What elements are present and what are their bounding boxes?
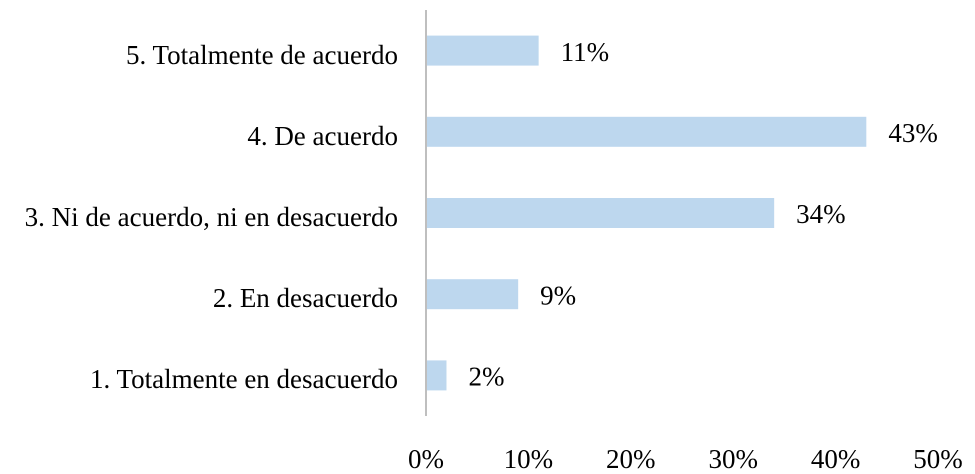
x-tick-label: 0%	[408, 444, 444, 474]
y-tick-label: 5. Totalmente de acuerdo	[125, 39, 398, 70]
y-tick-label: 1. Totalmente en desacuerdo	[90, 364, 398, 395]
y-tick-label: 4. De acuerdo	[247, 120, 398, 151]
bar	[426, 360, 447, 391]
value-label: 11%	[561, 37, 610, 67]
x-tick-label: 40%	[811, 444, 861, 474]
bar	[426, 35, 539, 66]
x-tick-label: 10%	[504, 444, 554, 474]
y-tick-label: 2. En desacuerdo	[212, 283, 398, 314]
x-tick-label: 30%	[708, 444, 758, 474]
y-tick-label: 3. Ni de acuerdo, ni en desacuerdo	[24, 202, 398, 232]
x-tick-label: 20%	[606, 444, 656, 474]
value-label: 34%	[796, 199, 846, 229]
value-label: 2%	[468, 362, 504, 392]
x-tick-label: 50%	[913, 444, 963, 474]
bar	[426, 116, 867, 147]
value-label: 43%	[888, 118, 938, 148]
bar	[426, 279, 519, 310]
value-label: 9%	[540, 280, 576, 310]
bar	[426, 198, 775, 228]
